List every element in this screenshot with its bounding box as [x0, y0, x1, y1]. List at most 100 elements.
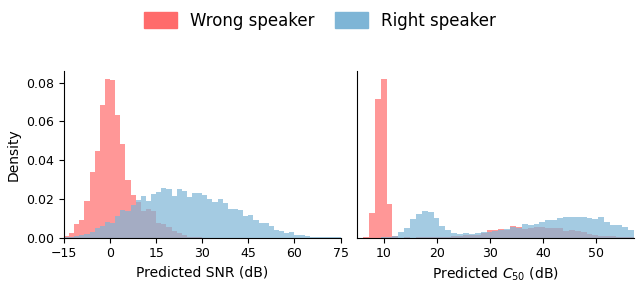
Bar: [428, 212, 433, 238]
Bar: [510, 227, 516, 238]
Bar: [228, 209, 233, 238]
Bar: [540, 228, 545, 238]
Bar: [120, 210, 125, 238]
Bar: [540, 222, 545, 238]
Bar: [416, 214, 422, 238]
Bar: [115, 116, 120, 238]
Bar: [445, 237, 451, 238]
Bar: [187, 197, 192, 238]
Bar: [100, 105, 105, 238]
Bar: [604, 222, 610, 238]
Bar: [522, 229, 528, 238]
Bar: [161, 188, 166, 238]
Bar: [233, 208, 238, 238]
X-axis label: Predicted SNR (dB): Predicted SNR (dB): [136, 266, 268, 280]
Bar: [74, 224, 79, 238]
Bar: [105, 79, 110, 238]
Legend: Wrong speaker, Right speaker: Wrong speaker, Right speaker: [137, 5, 503, 37]
Bar: [197, 192, 202, 238]
Bar: [433, 237, 440, 238]
Bar: [586, 218, 593, 238]
Bar: [146, 201, 151, 238]
Bar: [457, 234, 463, 238]
Bar: [310, 237, 315, 238]
Bar: [534, 224, 540, 238]
Bar: [528, 228, 534, 238]
Bar: [79, 235, 84, 238]
Bar: [166, 227, 172, 238]
Bar: [172, 231, 177, 238]
Bar: [125, 211, 131, 238]
Bar: [253, 219, 259, 238]
Bar: [486, 232, 492, 238]
Bar: [325, 236, 330, 238]
Bar: [151, 194, 156, 238]
Bar: [100, 226, 105, 238]
Bar: [534, 227, 540, 238]
Bar: [141, 196, 146, 238]
Bar: [398, 232, 404, 238]
Bar: [315, 237, 320, 238]
Bar: [95, 151, 100, 238]
Bar: [335, 237, 340, 238]
Bar: [586, 234, 593, 238]
Bar: [616, 225, 622, 238]
Bar: [248, 215, 253, 238]
Bar: [156, 223, 161, 238]
Bar: [177, 233, 182, 238]
Bar: [610, 236, 616, 238]
Bar: [457, 236, 463, 238]
Bar: [64, 236, 69, 238]
Bar: [463, 236, 469, 238]
Bar: [161, 224, 166, 238]
Bar: [320, 237, 325, 238]
Bar: [516, 227, 522, 238]
Bar: [218, 199, 223, 238]
Bar: [212, 202, 218, 238]
Bar: [136, 202, 141, 238]
Bar: [410, 219, 416, 238]
Y-axis label: Density: Density: [7, 128, 20, 181]
Bar: [440, 237, 445, 238]
Bar: [330, 237, 335, 238]
Bar: [622, 227, 628, 238]
Bar: [289, 232, 294, 238]
Bar: [381, 237, 387, 238]
Bar: [404, 228, 410, 238]
Bar: [598, 236, 604, 238]
Bar: [545, 220, 551, 238]
Bar: [610, 225, 616, 238]
Bar: [481, 233, 486, 238]
Bar: [375, 99, 381, 238]
Bar: [522, 225, 528, 238]
Bar: [279, 231, 284, 238]
Bar: [90, 232, 95, 238]
Bar: [392, 236, 398, 238]
Bar: [192, 193, 197, 238]
Bar: [504, 229, 510, 238]
Bar: [598, 217, 604, 238]
Bar: [269, 226, 274, 238]
Bar: [422, 211, 428, 238]
Bar: [125, 180, 131, 238]
Bar: [90, 172, 95, 238]
Bar: [146, 209, 151, 238]
Bar: [499, 230, 504, 238]
Bar: [177, 189, 182, 238]
Bar: [120, 144, 125, 238]
Bar: [510, 226, 516, 238]
Bar: [74, 236, 79, 238]
Bar: [504, 230, 510, 238]
Bar: [563, 231, 569, 238]
Bar: [166, 189, 172, 238]
Bar: [207, 199, 212, 238]
Bar: [369, 213, 375, 238]
Bar: [187, 237, 192, 238]
Bar: [131, 195, 136, 238]
Bar: [557, 218, 563, 238]
X-axis label: Predicted $C_{50}$ (dB): Predicted $C_{50}$ (dB): [432, 266, 559, 283]
Bar: [628, 230, 634, 238]
Bar: [110, 223, 115, 238]
Bar: [469, 234, 475, 238]
Bar: [238, 210, 243, 238]
